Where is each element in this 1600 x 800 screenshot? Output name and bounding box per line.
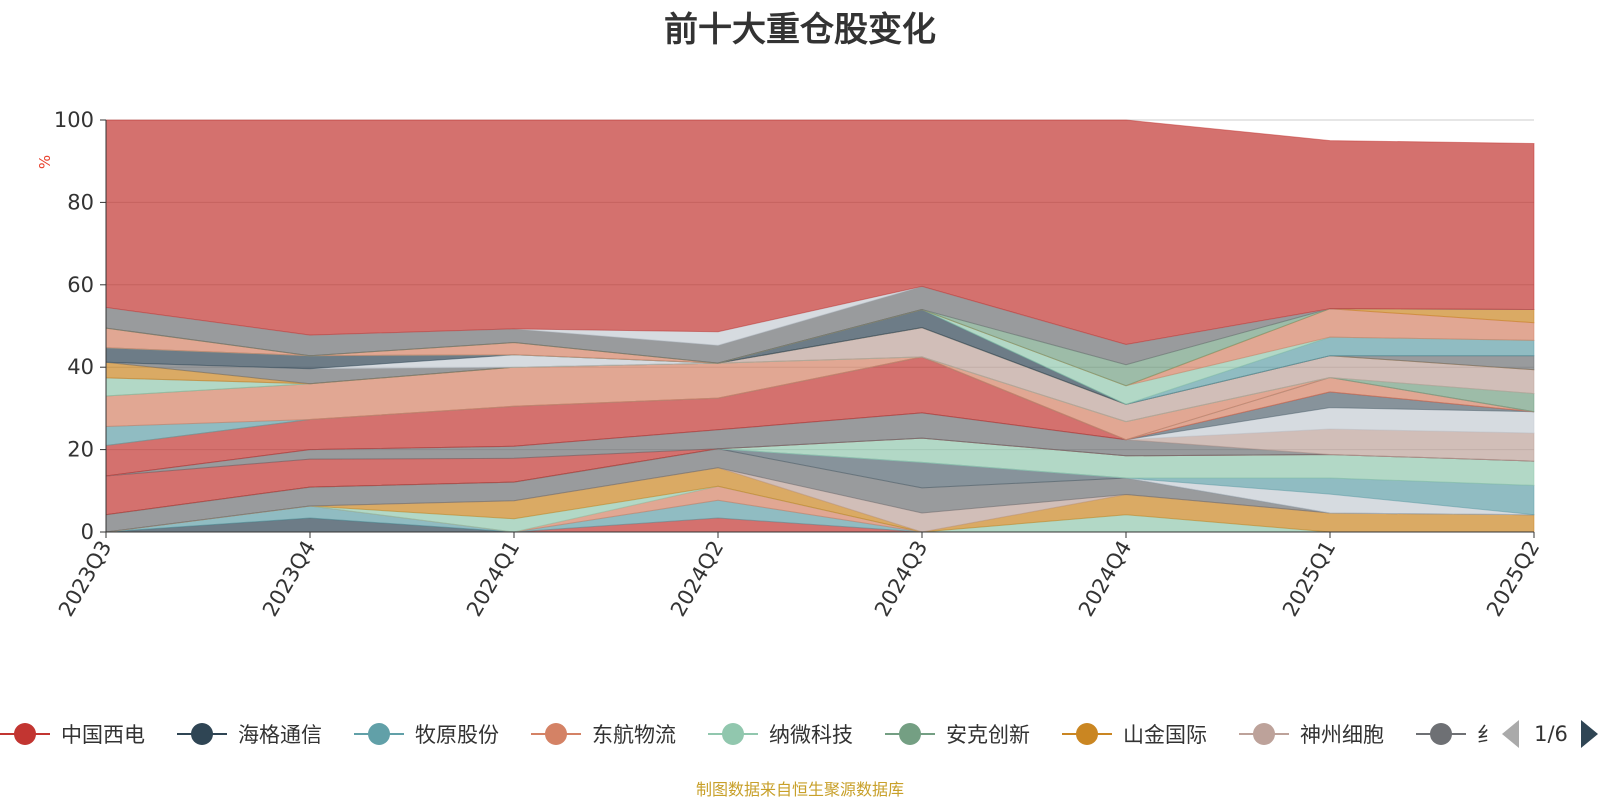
legend-circle-marker	[722, 723, 744, 745]
legend-label: 山金国际	[1123, 723, 1207, 747]
legend-label: 东航物流	[592, 723, 676, 747]
legend-label: 安克创新	[946, 723, 1030, 747]
x-tick-label-2023Q4: 2023Q4	[258, 537, 320, 621]
legend-circle-marker	[1430, 723, 1452, 745]
y-tick-label-80: 80	[67, 190, 94, 214]
legend-circle-marker	[545, 723, 567, 745]
legend-label: 神州细胞	[1300, 723, 1384, 747]
legend-circle-marker	[1076, 723, 1098, 745]
legend: 中国西电 海格通信 牧原股份 东航物流 纳微科技 安克创新 山金国际 神州细胞 纟 1/6	[0, 720, 1598, 748]
y-tick-label-40: 40	[67, 355, 94, 379]
legend-next-page-icon[interactable]	[1581, 720, 1598, 748]
legend-item-3[interactable]: 东航物流	[531, 723, 676, 747]
legend-item-8[interactable]: 纟	[1416, 723, 1498, 747]
area-band-36[interactable]	[105, 119, 1535, 346]
x-tick-label-2024Q4: 2024Q4	[1074, 537, 1136, 621]
x-tick-label-2025Q1: 2025Q1	[1278, 537, 1340, 621]
legend-label: 纳微科技	[769, 723, 853, 747]
legend-label: 纟	[1477, 723, 1498, 747]
legend-page-indicator: 1/6	[1534, 722, 1568, 746]
legend-circle-marker	[368, 723, 390, 745]
area-series[interactable]	[105, 119, 1535, 533]
legend-circle-marker	[1253, 723, 1275, 745]
y-tick-label-20: 20	[67, 438, 94, 462]
legend-item-1[interactable]: 海格通信	[177, 723, 322, 747]
legend-item-0[interactable]: 中国西电	[0, 723, 145, 747]
x-tick-label-2025Q2: 2025Q2	[1482, 537, 1544, 621]
chart-title: 前十大重仓股变化	[664, 10, 936, 50]
legend-item-2[interactable]: 牧原股份	[354, 723, 499, 747]
legend-circle-marker	[191, 723, 213, 745]
x-tick-label-2024Q2: 2024Q2	[666, 537, 728, 621]
y-tick-label-60: 60	[67, 273, 94, 297]
legend-circle-marker	[14, 723, 36, 745]
legend-circle-marker	[899, 723, 921, 745]
legend-items: 中国西电 海格通信 牧原股份 东航物流 纳微科技 安克创新 山金国际 神州细胞 纟	[0, 723, 1498, 747]
y-tick-label-0: 0	[81, 520, 94, 544]
data-source-note: 制图数据来自恒生聚源数据库	[695, 780, 904, 799]
x-tick-label-2023Q3: 2023Q3	[54, 537, 116, 621]
legend-prev-page-icon[interactable]	[1502, 720, 1519, 748]
legend-item-4[interactable]: 纳微科技	[708, 723, 853, 747]
x-tick-label-2024Q3: 2024Q3	[870, 537, 932, 621]
legend-item-5[interactable]: 安克创新	[885, 723, 1030, 747]
legend-label: 海格通信	[238, 723, 322, 747]
legend-item-6[interactable]: 山金国际	[1062, 723, 1207, 747]
legend-item-7[interactable]: 神州细胞	[1239, 723, 1384, 747]
y-axis-unit-label: %	[36, 155, 54, 169]
legend-label: 牧原股份	[415, 723, 499, 747]
x-tick-label-2024Q1: 2024Q1	[462, 537, 524, 621]
y-tick-label-100: 100	[54, 108, 94, 132]
legend-label: 中国西电	[61, 723, 145, 747]
